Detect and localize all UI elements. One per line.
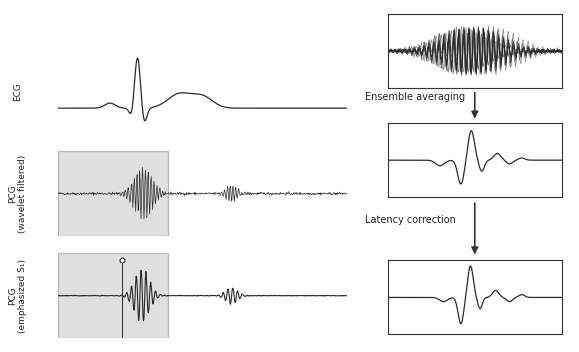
Text: ECG: ECG	[13, 82, 22, 101]
Text: Latency correction: Latency correction	[365, 215, 456, 225]
Text: Ensemble averaging: Ensemble averaging	[365, 92, 465, 102]
Text: PCG
(wavelet filtered): PCG (wavelet filtered)	[8, 155, 27, 233]
Text: PCG
(emphasized S₁): PCG (emphasized S₁)	[8, 259, 27, 333]
Bar	[58, 253, 168, 338]
Bar	[58, 151, 168, 236]
